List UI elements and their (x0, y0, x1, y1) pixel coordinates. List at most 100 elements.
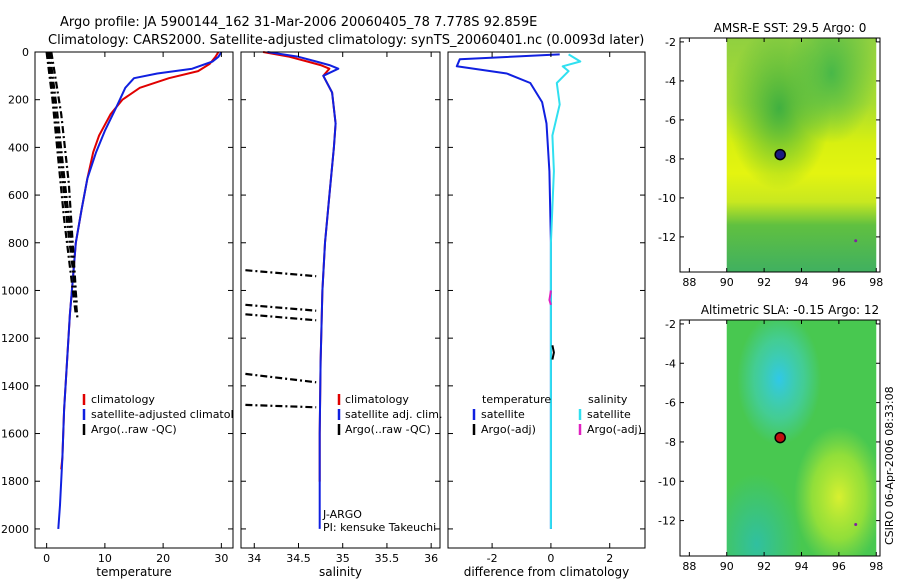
x-tick-label: -2 (487, 552, 498, 565)
legend-entry: satellite (481, 408, 525, 421)
x-tick-label: 2 (606, 552, 613, 565)
x-tick-label: 10 (98, 552, 112, 565)
x-tick-label: 20 (156, 552, 170, 565)
y-tick-label: -10 (658, 192, 676, 205)
plot-frame (34, 51, 234, 549)
temperature-panel: 0 10 20 30 0 200 400 600 800 1000 1200 1400 1600 1800… (1, 46, 254, 579)
y-tick-label: 0 (22, 46, 29, 59)
map-frame (679, 37, 881, 273)
salinity-panel: 34 34.5 35 35.5 36 salinity climatology satelli… (240, 51, 442, 579)
heatmap-layer-2 (726, 38, 877, 272)
y-tick-label: 1800 (1, 475, 29, 488)
legend-entry: Argo(..raw -QC) (91, 423, 177, 436)
legend-entry: Argo(-adj) (587, 423, 642, 436)
x-tick-label: 0 (547, 552, 554, 565)
series-line-0 (262, 51, 337, 483)
y-tick-label: 800 (8, 237, 29, 250)
series-line-1 (57, 51, 223, 529)
y-tick-label: 400 (8, 141, 29, 154)
x-tick-label: 96 (832, 276, 846, 289)
legend-entry: Argo(..raw -QC) (345, 423, 431, 436)
annotation: J-ARGO (322, 508, 362, 521)
profile-marker (774, 148, 786, 161)
y-tick-label: -4 (665, 75, 676, 88)
float-dot (854, 523, 858, 527)
y-tick-label: -2 (665, 36, 676, 49)
x-tick-label: 98 (869, 560, 883, 573)
series-line-5 (245, 372, 317, 384)
series-line-3 (46, 51, 79, 320)
series-line-0 (455, 53, 560, 529)
x-tick-label: 92 (757, 276, 771, 289)
legend-entry: Argo(-adj) (481, 423, 536, 436)
x-tick-label: 35.5 (375, 552, 400, 565)
series-line-4 (245, 313, 317, 322)
map-frame (679, 319, 881, 557)
x-axis-label: difference from climatology (464, 565, 630, 579)
legend-entry: satellite (587, 408, 631, 421)
y-tick-label: 1600 (1, 428, 29, 441)
x-tick-label: 98 (869, 276, 883, 289)
x-tick-label: 30 (214, 552, 228, 565)
y-tick-label: -6 (665, 397, 676, 410)
legend-entry: climatology (345, 393, 409, 406)
plot-frame (447, 51, 646, 549)
legend-entry: satellite adj. clim. (345, 408, 442, 421)
x-tick-label: 35 (336, 552, 350, 565)
y-tick-label: -10 (658, 475, 676, 488)
x-axis-label: salinity (319, 565, 362, 579)
header-line-1: Argo profile: JA 5900144_162 31-Mar-2006… (60, 15, 537, 30)
y-tick-label: 1400 (1, 380, 29, 393)
sla-map-panel: 88 90 92 94 96 98 -2 -4 -6 -8 -10 -12 Altimetric SLA… (658, 303, 883, 573)
map-title: Altimetric SLA: -0.15 Argo: 12 (701, 303, 879, 317)
legend-entry: satellite-adjusted climatology (91, 408, 254, 421)
series-line-2 (45, 51, 77, 315)
y-tick-label: -8 (665, 153, 676, 166)
x-tick-label: 92 (757, 560, 771, 573)
series-line-3 (245, 303, 317, 312)
legend: temperature satellite Argo(-adj) salinity sa… (472, 393, 642, 436)
y-tick-label: -12 (658, 231, 676, 244)
legend: climatology satellite adj. clim. Argo(..ra… (337, 393, 442, 436)
x-tick-label: 88 (682, 560, 696, 573)
x-tick-label: 90 (720, 276, 734, 289)
y-tick-label: -2 (665, 318, 676, 331)
series-line-0 (60, 51, 220, 470)
series-line-3 (551, 345, 555, 360)
x-axis-label: temperature (96, 565, 171, 579)
y-tick-label: 600 (8, 189, 29, 202)
y-tick-label: -8 (665, 436, 676, 449)
x-tick-label: 90 (720, 560, 734, 573)
x-tick-label: 94 (794, 560, 808, 573)
series-line-2 (245, 269, 317, 278)
x-tick-label: 36 (424, 552, 438, 565)
heatmap-layer-3 (726, 320, 877, 556)
plot-frame (240, 51, 441, 549)
x-tick-label: 94 (794, 276, 808, 289)
x-tick-label: 34 (247, 552, 261, 565)
profile-marker (774, 431, 786, 444)
series-line-1 (549, 53, 582, 529)
legend: climatology satellite-adjusted climatolog… (82, 393, 254, 436)
series-line-2 (548, 290, 552, 306)
y-tick-label: -12 (658, 515, 676, 528)
series-line-1 (267, 51, 340, 529)
header-line-2: Climatology: CARS2000. Satellite-adjuste… (48, 33, 644, 48)
legend-entry: climatology (91, 393, 155, 406)
series-line-4 (48, 51, 78, 305)
map-title: AMSR-E SST: 29.5 Argo: 0 (714, 21, 867, 35)
series-line-6 (245, 403, 317, 409)
y-tick-label: 1200 (1, 332, 29, 345)
y-tick-label: 2000 (1, 523, 29, 536)
legend-heading: temperature (482, 393, 551, 406)
legend-heading: salinity (588, 393, 628, 406)
x-tick-label: 0 (43, 552, 50, 565)
y-tick-label: -4 (665, 357, 676, 370)
float-dot (854, 239, 858, 243)
x-tick-label: 34.5 (286, 552, 311, 565)
annotation: PI: kensuke Takeuchi (323, 521, 436, 534)
y-tick-label: -6 (665, 114, 676, 127)
x-tick-label: 96 (832, 560, 846, 573)
